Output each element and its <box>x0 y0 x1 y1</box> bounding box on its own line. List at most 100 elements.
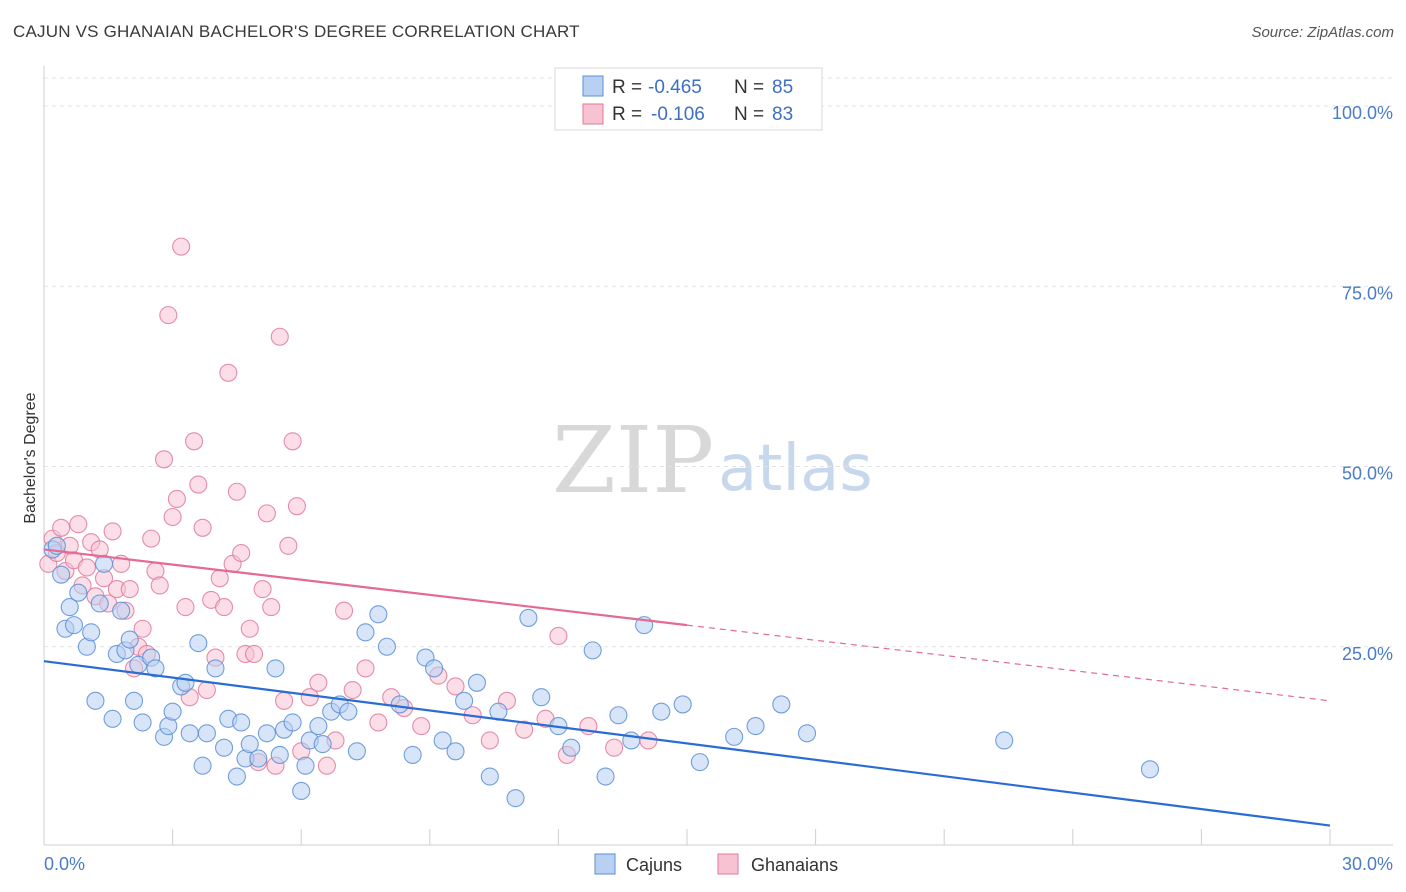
cajun-point <box>313 735 332 754</box>
legend-n-value-1: 85 <box>772 77 793 98</box>
ghanaian-point <box>356 659 375 678</box>
cajun-point <box>112 601 131 620</box>
chart-title: CAJUN VS GHANAIAN BACHELOR'S DEGREE CORR… <box>13 22 580 41</box>
ghanaian-point <box>317 756 336 775</box>
legend-n-label-2: N = <box>734 104 764 125</box>
ghanaian-point <box>167 489 186 509</box>
cajun-point <box>455 691 474 710</box>
ghanaian-point <box>159 306 178 325</box>
cajun-point <box>60 598 79 617</box>
legend-n-label-1: N = <box>734 77 764 98</box>
bottom-legend: Cajuns Ghanaians <box>594 853 838 875</box>
legend-swatch-ghanaians <box>582 103 604 125</box>
cajun-point <box>124 691 144 710</box>
ghanaian-point <box>446 677 465 696</box>
ghanaian-point <box>253 580 272 599</box>
legend-swatch-cajuns <box>582 75 604 97</box>
cajun-point <box>425 659 444 678</box>
ghanaians-trend-extension <box>686 624 1331 702</box>
cajun-point <box>519 608 538 627</box>
cajun-point <box>562 738 581 757</box>
ghanaian-point <box>133 619 152 638</box>
cajun-point <box>103 709 122 728</box>
ghanaian-point <box>150 576 169 595</box>
cajun-point <box>1140 760 1160 779</box>
cajun-point <box>52 565 71 584</box>
x-tick-min: 0.0% <box>44 854 85 874</box>
ghanaian-point <box>369 713 388 732</box>
watermark-atlas: atlas <box>718 432 873 506</box>
ghanaian-point <box>240 619 259 638</box>
bottom-legend-cajuns: Cajuns <box>626 855 682 875</box>
cajun-point <box>206 659 225 678</box>
cajun-point <box>480 767 499 786</box>
ghanaian-point <box>184 432 204 451</box>
cajun-point <box>146 659 165 678</box>
y-tick-labels: 25.0% 50.0% 75.0% 100.0% <box>1332 103 1393 664</box>
legend-r-label-2: R = <box>612 104 642 125</box>
cajun-point <box>467 673 487 692</box>
watermark-zip: ZIP <box>552 407 714 514</box>
cajun-point <box>690 753 709 772</box>
cajun-point <box>90 594 109 613</box>
ghanaian-point <box>189 475 208 494</box>
ghanaian-point <box>69 515 88 534</box>
ghanaian-point <box>154 450 174 469</box>
y-axis-label: Bachelor's Degree <box>22 392 39 523</box>
ghanaian-point <box>287 497 306 516</box>
ghanaian-point <box>257 504 276 523</box>
cajun-point <box>82 623 101 642</box>
cajun-point <box>197 724 216 743</box>
cajun-point <box>377 637 396 656</box>
cajun-point <box>249 749 268 768</box>
cajun-point <box>309 717 328 736</box>
cajun-point <box>609 706 628 725</box>
ghanaian-point <box>176 598 195 617</box>
cajun-point <box>995 731 1014 750</box>
cajun-point <box>133 713 152 732</box>
ghanaian-point <box>232 543 251 563</box>
ghanaian-point <box>227 482 246 501</box>
cajun-point <box>292 781 311 801</box>
cajun-point <box>369 605 388 624</box>
axes <box>43 66 1393 846</box>
trend-lines <box>43 548 1331 827</box>
cajun-point <box>266 659 285 678</box>
cajun-point <box>214 738 234 757</box>
cajun-point <box>270 745 289 764</box>
cajun-point <box>797 724 817 743</box>
cajun-point <box>180 724 199 743</box>
cajun-point <box>772 695 791 714</box>
ghanaian-point <box>412 717 431 736</box>
cajuns-trend-line <box>43 660 1331 827</box>
cajun-point <box>176 673 195 692</box>
cajun-point <box>257 724 276 743</box>
ghanaian-point <box>283 432 302 451</box>
cajun-point <box>193 756 212 775</box>
cajun-point <box>596 767 615 786</box>
ghanaian-point <box>172 237 191 256</box>
cajun-point <box>403 745 422 764</box>
y-tick-label: 100.0% <box>1332 103 1393 123</box>
cajuns-points <box>43 536 1160 808</box>
ghanaian-point <box>480 731 499 750</box>
cajun-point <box>583 641 602 660</box>
ghanaian-point <box>142 529 161 548</box>
ghanaian-point <box>275 691 294 710</box>
cajun-point <box>725 727 744 746</box>
x-tick-max: 30.0% <box>1342 854 1393 874</box>
cajun-point <box>163 702 182 721</box>
cajun-point <box>446 742 465 761</box>
cajun-point <box>390 695 409 714</box>
gridlines <box>44 77 1393 648</box>
ghanaian-point <box>279 536 298 555</box>
cajun-point <box>433 731 452 750</box>
ghanaian-point <box>244 644 264 664</box>
bottom-legend-swatch-cajuns <box>594 853 616 875</box>
cajun-point <box>227 767 246 786</box>
ghanaian-point <box>103 522 122 541</box>
cajun-point <box>673 695 692 714</box>
legend-r-value-2: -0.106 <box>651 104 705 125</box>
bottom-legend-ghanaians: Ghanaians <box>751 855 838 875</box>
y-tick-label: 50.0% <box>1342 464 1393 484</box>
